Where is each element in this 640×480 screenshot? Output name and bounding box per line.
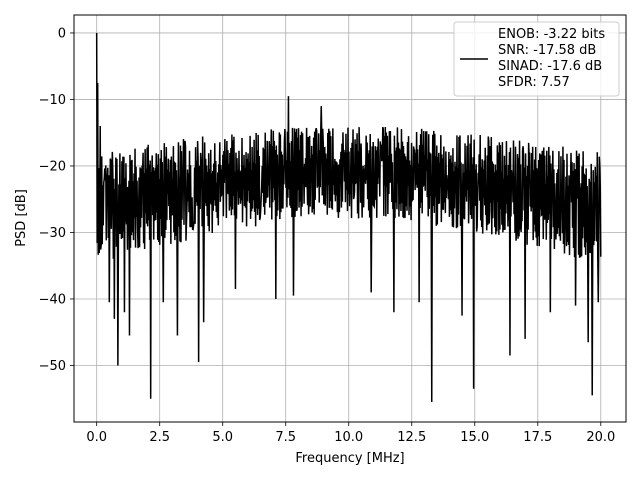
- y-tick-label: −50: [39, 359, 66, 374]
- y-tick-label: 0: [58, 26, 66, 41]
- x-tick-label: 17.5: [523, 430, 552, 445]
- x-tick-label: 20.0: [586, 430, 615, 445]
- y-axis: 0 −10 −20 −30 −40 −50: [39, 26, 74, 374]
- legend-box: [453, 21, 620, 97]
- x-axis-label: Frequency [MHz]: [295, 451, 404, 466]
- plot-area: [95, 32, 602, 403]
- y-tick-label: −30: [39, 226, 66, 241]
- x-axis: 0.0 2.5 5.0 7.5 10.0 12.5 15.0 17.5 20.0: [86, 422, 615, 445]
- x-tick-label: 0.0: [86, 430, 107, 445]
- plot-frame: [73, 14, 627, 423]
- x-tick-label: 2.5: [149, 430, 170, 445]
- x-tick-label: 5.0: [212, 430, 233, 445]
- psd-series-line: [95, 32, 602, 403]
- legend-entry-snr: SNR: -17.58 dB: [498, 43, 596, 58]
- legend-entry-sfdr: SFDR: 7.57: [498, 75, 570, 90]
- legend: ENOB: -3.22 bits SNR: -17.58 dB SINAD: -…: [453, 21, 620, 97]
- x-tick-label: 7.5: [275, 430, 296, 445]
- y-tick-label: −40: [39, 292, 66, 307]
- legend-entry-sinad: SINAD: -17.6 dB: [498, 59, 602, 74]
- y-tick-label: −20: [39, 159, 66, 174]
- x-tick-label: 15.0: [460, 430, 489, 445]
- y-tick-label: −10: [39, 93, 66, 108]
- x-tick-label: 10.0: [334, 430, 363, 445]
- legend-entry-enob: ENOB: -3.22 bits: [498, 27, 605, 42]
- x-tick-label: 12.5: [397, 430, 426, 445]
- y-axis-label: PSD [dB]: [14, 189, 29, 247]
